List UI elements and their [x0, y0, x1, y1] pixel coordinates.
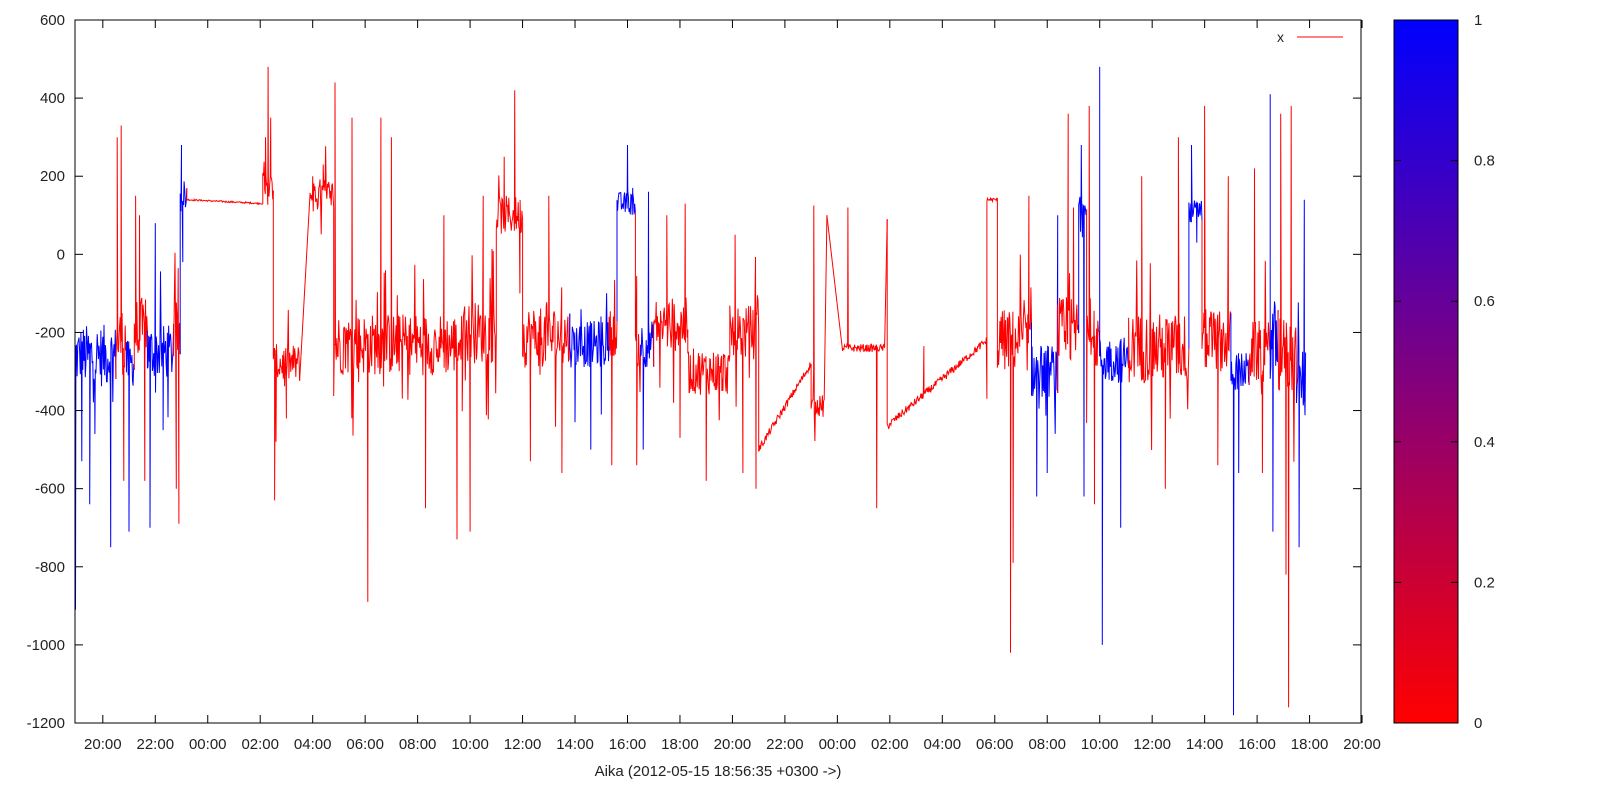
series-x-segment: [1078, 144, 1088, 497]
series-x-segment: [634, 212, 642, 466]
x-tick-label: 02:00: [871, 736, 909, 753]
x-axis: 20:00 22:00 00:00 02:00 04:00 06:00 08:00 10:00…: [84, 20, 1381, 753]
series-x-segment: [729, 234, 760, 489]
x-tick-label: 14:00: [1186, 736, 1224, 753]
series-x-segment: [886, 219, 988, 430]
y-tick-label: 0: [57, 246, 65, 263]
x-tick-label: 06:00: [346, 736, 384, 753]
y-tick-label: 400: [40, 90, 65, 107]
y-tick-label: -800: [35, 559, 65, 576]
colorbar-tick-label: 0.8: [1474, 153, 1495, 170]
x-tick-label: 00:00: [189, 736, 227, 753]
x-tick-label: 22:00: [137, 736, 175, 753]
x-tick-label: 20:00: [84, 736, 122, 753]
x-tick-label: 08:00: [1028, 736, 1066, 753]
x-axis-title: Aika (2012-05-15 18:56:35 +0300 ->): [595, 763, 842, 780]
colorbar-tick-label: 0.6: [1474, 293, 1495, 310]
plot-area: [74, 66, 1307, 716]
y-tick-label: -200: [35, 324, 65, 341]
series-x-segment: [1277, 105, 1297, 708]
x-tick-label: 18:00: [661, 736, 699, 753]
series-x-segment: [495, 90, 524, 335]
x-tick-label: 20:00: [1343, 736, 1381, 753]
series-x-segment: [115, 125, 127, 481]
series-x-segment: [461, 195, 497, 532]
series-x-segment: [522, 195, 571, 474]
x-tick-label: 20:00: [714, 736, 752, 753]
y-axis: 600 400 200 0 -200 -400 -600 -800 -1000 -1200: [27, 12, 1361, 732]
series-x-segment: [74, 324, 117, 610]
series-x-segment: [1086, 105, 1101, 505]
x-tick-label: 10:00: [451, 736, 489, 753]
x-tick-label: 12:00: [504, 736, 542, 753]
colorbar-tick-label: 0.2: [1474, 574, 1495, 591]
series-x-segment: [1099, 66, 1130, 645]
series-x-segment: [186, 188, 264, 206]
legend-label-x: x: [1277, 29, 1284, 45]
series-x-segment: [640, 191, 655, 450]
colorbar-tick-label: 1: [1474, 12, 1482, 29]
series-x-segment: [133, 195, 148, 481]
series-x-segment: [996, 195, 1032, 653]
series-x-segment: [1057, 113, 1080, 393]
x-tick-label: 02:00: [241, 736, 279, 753]
x-tick-label: 04:00: [294, 736, 332, 753]
series-x-segment: [272, 190, 301, 501]
x-tick-label: 10:00: [1081, 736, 1119, 753]
x-tick-label: 08:00: [399, 736, 437, 753]
y-tick-label: -1000: [27, 637, 65, 654]
series-x-segment: [1248, 168, 1271, 474]
x-tick-label: 06:00: [976, 736, 1014, 753]
plot-frame: [74, 19, 1362, 724]
series-x-segment: [1031, 215, 1059, 497]
colorbar-gradient: [1393, 19, 1459, 724]
series-x-segment: [125, 340, 135, 532]
colorbar-ticks: 0 0.2 0.4 0.6 0.8 1: [1394, 12, 1495, 732]
series-x-segment: [333, 82, 463, 602]
series-x-segment: [758, 329, 812, 452]
series-x-segment: [173, 252, 181, 524]
y-tick-label: -1200: [27, 715, 65, 732]
x-tick-label: 12:00: [1133, 736, 1171, 753]
series-x-segment: [299, 146, 335, 381]
series-x-segment: [569, 293, 610, 450]
legend: x: [1277, 29, 1343, 45]
y-tick-label: 200: [40, 168, 65, 185]
x-tick-label: 16:00: [1238, 736, 1276, 753]
y-tick-label: -600: [35, 481, 65, 498]
series-x-segment: [1296, 199, 1307, 548]
series-x-segment: [1230, 313, 1250, 716]
series-x-segment: [653, 203, 689, 438]
series-x-segment: [262, 66, 274, 205]
series-x-segment: [1269, 94, 1279, 532]
colorbar-tick-label: 0: [1474, 715, 1482, 732]
x-tick-label: 18:00: [1291, 736, 1329, 753]
series-x-segment: [1128, 137, 1190, 489]
x-tick-label: 22:00: [766, 736, 804, 753]
y-tick-label: 600: [40, 12, 65, 29]
y-tick-label: -400: [35, 403, 65, 420]
series-x-segment: [826, 207, 888, 509]
x-tick-label: 14:00: [556, 736, 594, 753]
series-x-segment: [1188, 144, 1203, 349]
colorbar-tick-label: 0.4: [1474, 434, 1495, 451]
series-x-segment: [608, 279, 618, 466]
series-x-segment: [687, 329, 731, 481]
series-x-segment: [986, 196, 998, 340]
colorbar: 0 0.2 0.4 0.6 0.8 1: [1393, 12, 1495, 732]
x-tick-label: 00:00: [819, 736, 857, 753]
x-tick-label: 04:00: [924, 736, 962, 753]
series-x-segment: [179, 144, 188, 355]
series-x-segment: [1201, 105, 1232, 466]
series-x-segment: [810, 205, 828, 442]
series-x-segment: [616, 144, 636, 322]
x-tick-label: 16:00: [609, 736, 647, 753]
series-x-segment: [146, 223, 175, 528]
